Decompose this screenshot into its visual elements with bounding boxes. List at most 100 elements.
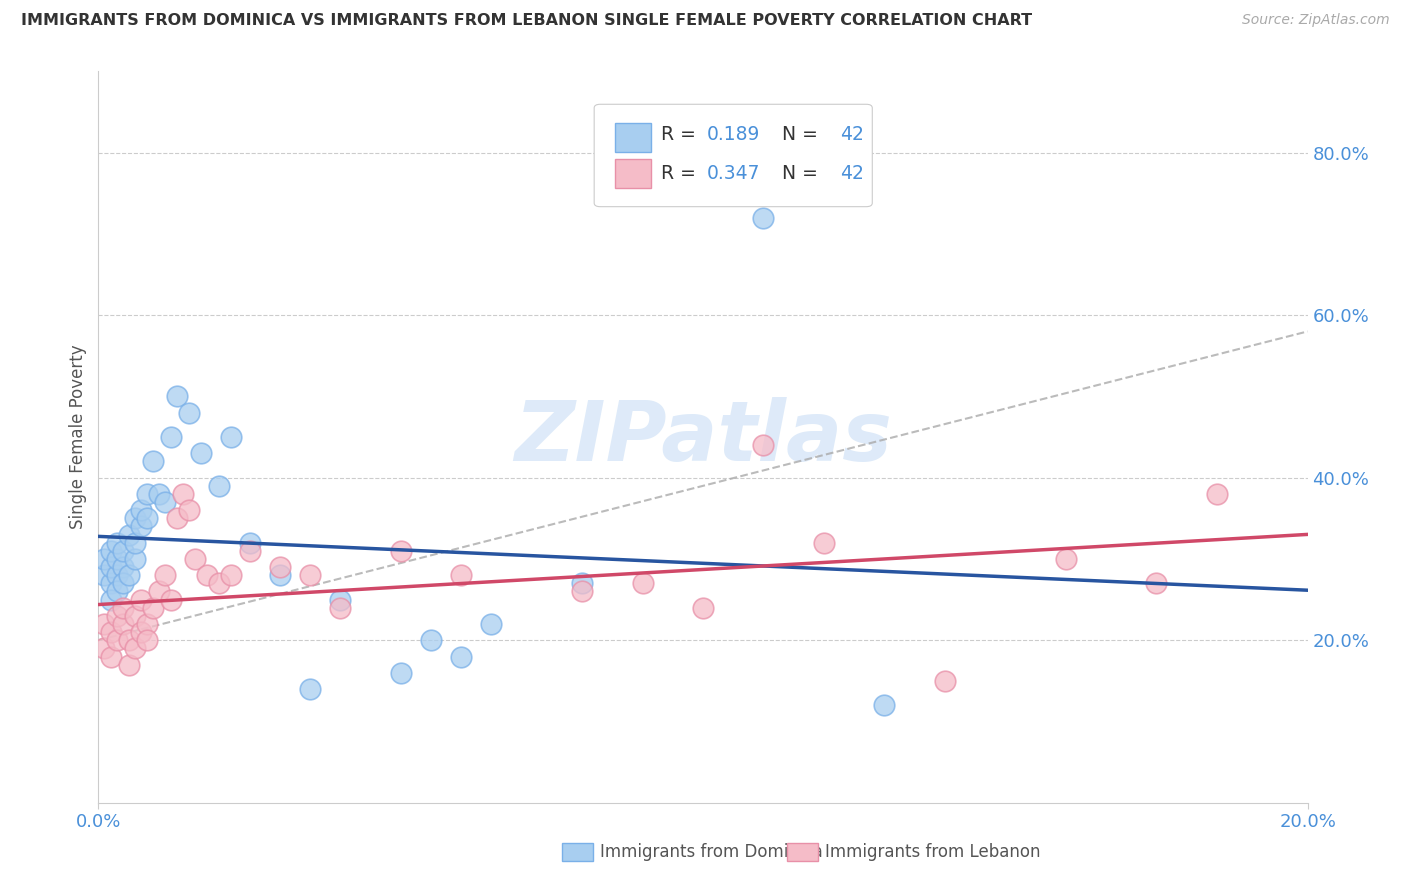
Text: 42: 42 (839, 164, 863, 183)
Point (153, 495, 176, 509)
Point (111, 617, 134, 632)
Bar (614, 122, 651, 152)
Point (100, 560, 122, 574)
Point (111, 560, 134, 574)
Point (813, 535, 835, 549)
Point (93, 568, 115, 582)
Text: Immigrants from Lebanon: Immigrants from Lebanon (825, 843, 1040, 861)
Point (93, 617, 115, 632)
Point (142, 454, 165, 468)
Text: N =: N = (769, 164, 824, 183)
Point (135, 487, 157, 501)
Point (100, 592, 122, 607)
Point (1206, 487, 1229, 501)
Point (934, 673, 956, 688)
Point (329, 592, 352, 607)
Point (124, 608, 146, 623)
Point (124, 535, 146, 549)
Point (93, 641, 115, 656)
Point (166, 389, 188, 403)
Point (118, 633, 141, 648)
Point (105, 633, 128, 648)
Point (873, 698, 896, 713)
Point (179, 503, 201, 517)
Point (100, 625, 122, 640)
Point (129, 519, 152, 533)
Text: R =: R = (661, 125, 702, 144)
Point (93, 552, 115, 566)
Point (105, 584, 128, 599)
Point (100, 649, 122, 664)
Point (166, 511, 188, 525)
Point (184, 552, 207, 566)
Point (100, 576, 122, 591)
Point (208, 576, 231, 591)
Point (571, 584, 593, 599)
Text: IMMIGRANTS FROM DOMINICA VS IMMIGRANTS FROM LEBANON SINGLE FEMALE POVERTY CORREL: IMMIGRANTS FROM DOMINICA VS IMMIGRANTS F… (21, 13, 1032, 29)
Text: Immigrants from Dominica: Immigrants from Dominica (600, 843, 823, 861)
Point (148, 584, 170, 599)
Point (221, 430, 243, 444)
Point (389, 665, 412, 680)
Point (299, 681, 322, 696)
Point (190, 446, 212, 460)
Point (135, 511, 157, 525)
Point (111, 544, 134, 558)
Point (239, 544, 262, 558)
Point (129, 592, 152, 607)
Point (450, 568, 472, 582)
Point (269, 560, 291, 574)
Bar (614, 159, 651, 188)
Point (153, 568, 176, 582)
Text: 42: 42 (839, 125, 863, 144)
FancyBboxPatch shape (595, 104, 872, 207)
Point (299, 568, 322, 582)
Text: 0.347: 0.347 (707, 164, 761, 183)
Point (129, 625, 152, 640)
Point (135, 633, 157, 648)
Point (631, 576, 654, 591)
Point (1144, 576, 1167, 591)
Text: Source: ZipAtlas.com: Source: ZipAtlas.com (1241, 13, 1389, 28)
Text: 0.189: 0.189 (707, 125, 761, 144)
Point (124, 511, 146, 525)
Point (105, 552, 128, 566)
Point (124, 552, 146, 566)
Point (420, 633, 443, 648)
Point (135, 617, 157, 632)
Point (118, 657, 141, 672)
Point (124, 641, 146, 656)
Point (148, 487, 170, 501)
Point (105, 535, 128, 549)
Point (239, 535, 262, 549)
Point (179, 406, 201, 420)
Point (752, 211, 775, 225)
Point (111, 576, 134, 591)
Point (221, 568, 243, 582)
Point (160, 592, 183, 607)
Point (329, 600, 352, 615)
Text: R =: R = (661, 164, 702, 183)
Point (160, 430, 183, 444)
Point (172, 487, 194, 501)
Point (450, 649, 472, 664)
Text: N =: N = (769, 125, 824, 144)
Point (692, 600, 714, 615)
Point (142, 600, 165, 615)
Point (269, 568, 291, 582)
Point (111, 600, 134, 615)
Point (208, 479, 231, 493)
Point (129, 503, 152, 517)
Point (571, 576, 593, 591)
Point (195, 568, 218, 582)
Point (752, 438, 775, 452)
Point (100, 544, 122, 558)
Point (389, 544, 412, 558)
Point (105, 608, 128, 623)
Point (105, 568, 128, 582)
Point (118, 527, 141, 541)
Y-axis label: Single Female Poverty: Single Female Poverty (69, 345, 87, 529)
Text: ZIPatlas: ZIPatlas (515, 397, 891, 477)
Point (118, 568, 141, 582)
Point (481, 617, 503, 632)
